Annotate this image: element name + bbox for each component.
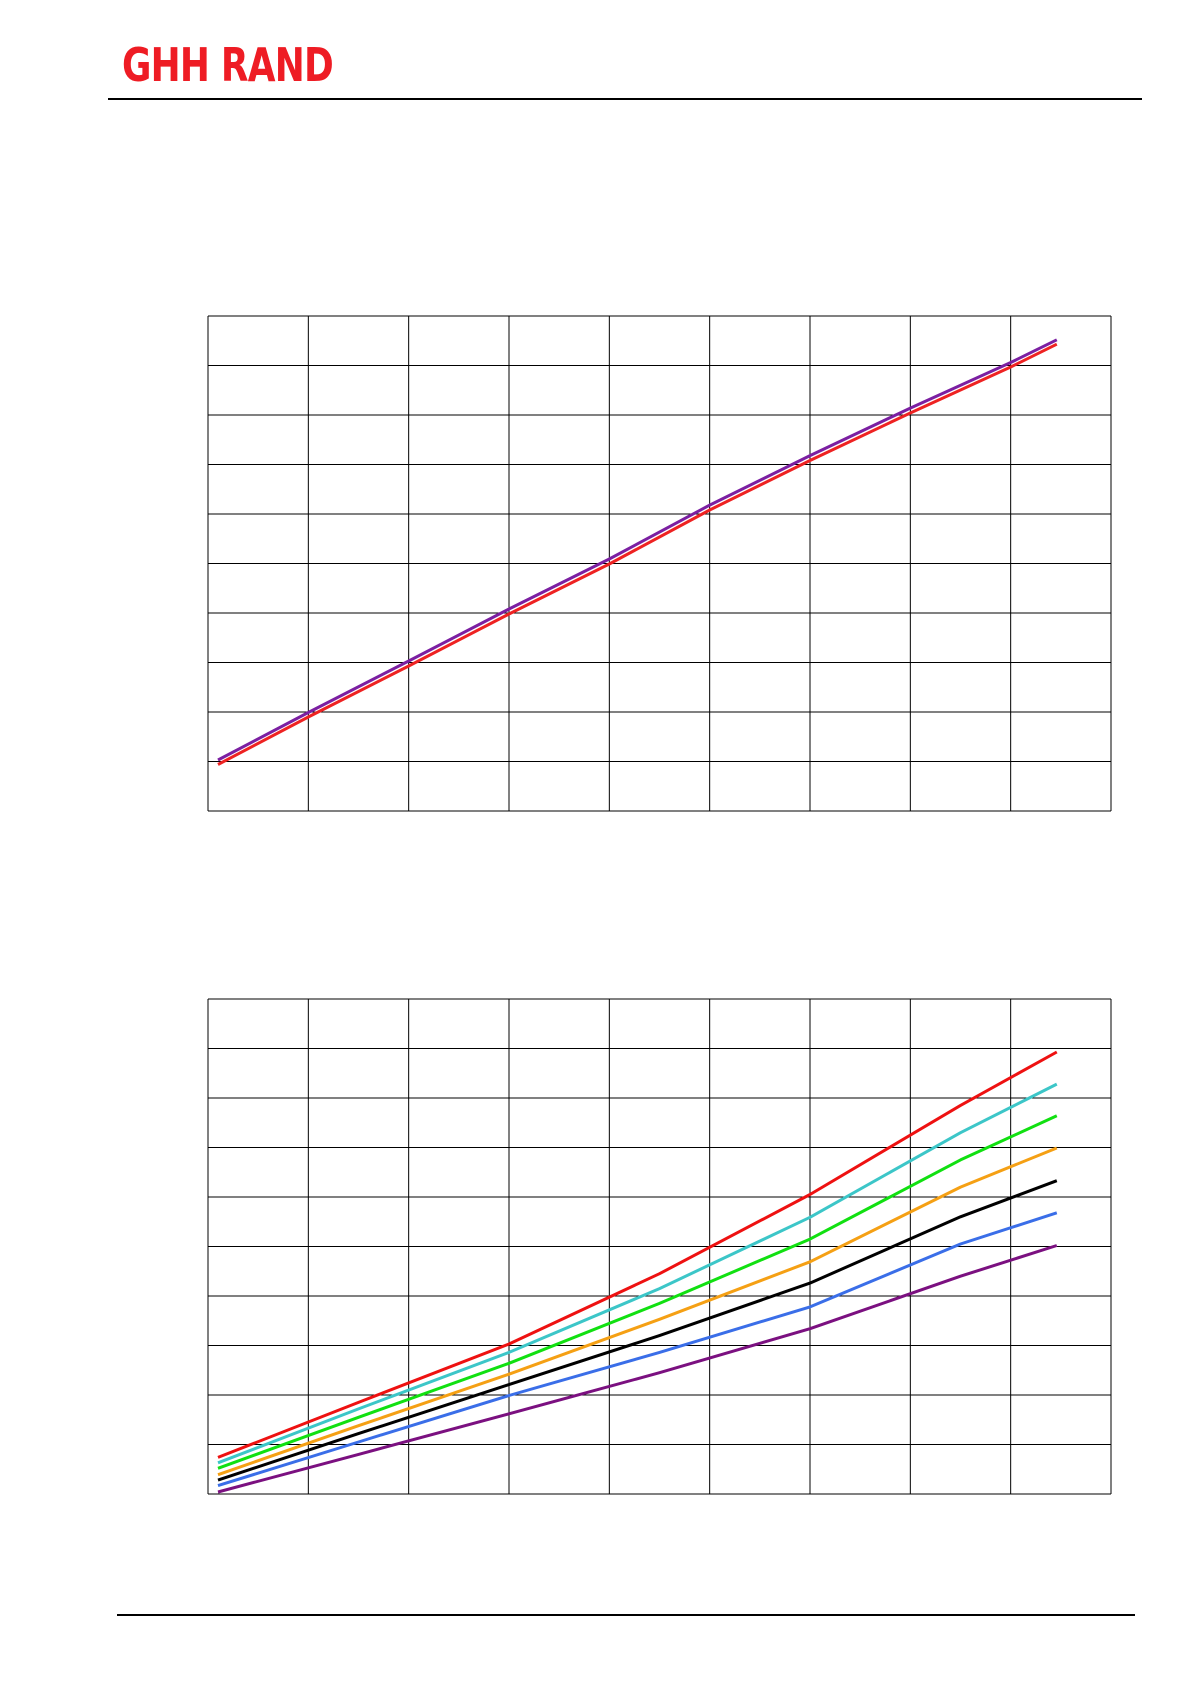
series-line	[217, 1244, 1058, 1494]
header-rule	[108, 98, 1142, 100]
series-line	[217, 1146, 1058, 1477]
chart	[207, 315, 1112, 812]
series-line	[217, 1211, 1058, 1488]
series-line	[217, 1050, 1058, 1459]
footer-rule	[117, 1614, 1135, 1616]
series-line	[217, 1082, 1058, 1465]
series-line	[217, 1114, 1058, 1470]
series-line	[217, 338, 1058, 762]
series-line	[217, 1179, 1058, 1482]
chart	[207, 998, 1112, 1495]
series-line	[217, 342, 1058, 766]
logo: GHH RAND	[122, 38, 334, 92]
